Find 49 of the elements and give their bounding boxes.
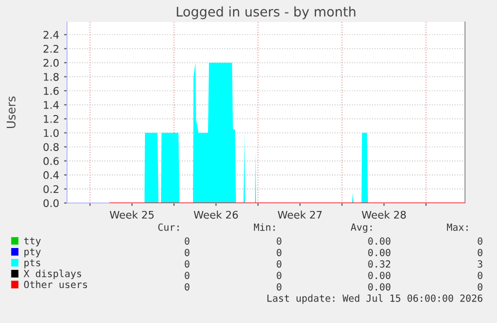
y-tick-label: 0.6 — [43, 157, 59, 166]
text: 0 — [478, 283, 482, 291]
text: 0 — [478, 248, 482, 256]
text: 0 — [276, 237, 282, 245]
text: 0 — [478, 237, 482, 245]
legend-label: pty — [24, 248, 41, 258]
text: 0 — [276, 248, 282, 256]
y-tick-label: 0.4 — [43, 171, 59, 180]
legend-label: tty — [24, 238, 41, 246]
text: Cur: — [158, 223, 179, 231]
text: 0 — [276, 260, 282, 268]
y-axis-title: Users — [6, 96, 16, 128]
y-tick-label: 2.2 — [44, 44, 58, 53]
text: 0 — [276, 272, 282, 280]
x-tick-label: Week 27 — [278, 210, 322, 219]
text: 3 — [478, 260, 482, 268]
legend-label: X displays — [24, 270, 82, 280]
text: 0 — [478, 272, 482, 280]
text: 0 — [184, 272, 190, 280]
text: 0 — [184, 283, 190, 291]
y-tick-label: 1.2 — [44, 115, 58, 123]
y-tick-label: 1.6 — [44, 86, 59, 95]
legend-label: Other users — [24, 280, 87, 288]
text: 0.00 — [368, 237, 390, 245]
y-tick-label: 1.8 — [44, 72, 59, 81]
text: 0 — [184, 260, 190, 268]
text: 0.00 — [368, 248, 390, 256]
y-tick-label: 0.2 — [43, 185, 58, 194]
text: 0 — [184, 248, 190, 256]
text: 0 — [276, 283, 282, 291]
y-tick-label: 1.0 — [44, 129, 59, 137]
text: Min: — [254, 223, 275, 231]
text: 0.00 — [368, 272, 390, 280]
text: Max: — [446, 224, 468, 231]
text: Last update: Wed Jul 15 06:00:00 2026 — [267, 294, 482, 304]
y-tick-label: 1.4 — [44, 101, 59, 109]
y-tick-label: 0.0 — [43, 199, 59, 208]
y-tick-label: 2.4 — [44, 30, 59, 39]
text: 0 — [184, 237, 190, 245]
x-tick-label: Week 25 — [110, 210, 154, 219]
chart-title: Logged in users - by month — [176, 6, 356, 20]
x-tick-label: Week 28 — [362, 210, 406, 219]
y-tick-label: 0.8 — [43, 143, 59, 151]
legend-label: pts — [24, 259, 40, 268]
text: 0.00 — [368, 283, 390, 291]
text: 0.32 — [368, 260, 390, 268]
y-tick-label: 2.0 — [44, 58, 59, 67]
text: Avg: — [350, 224, 372, 233]
x-tick-label: Week 26 — [194, 210, 238, 219]
